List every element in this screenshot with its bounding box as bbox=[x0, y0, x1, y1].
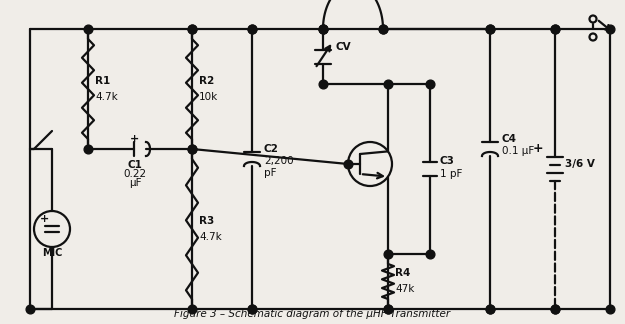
Text: R1: R1 bbox=[95, 76, 110, 86]
Text: R2: R2 bbox=[199, 76, 214, 86]
Text: 47k: 47k bbox=[395, 284, 414, 295]
Text: MIC: MIC bbox=[42, 248, 62, 258]
Text: R3: R3 bbox=[199, 216, 214, 226]
Text: C4: C4 bbox=[502, 134, 517, 144]
Text: R4: R4 bbox=[395, 269, 411, 279]
Text: +: + bbox=[130, 134, 139, 144]
Text: 0.22: 0.22 bbox=[124, 169, 146, 179]
Text: 3/6 V: 3/6 V bbox=[565, 159, 595, 169]
Text: +: + bbox=[533, 143, 544, 156]
Text: Figure 3 – Schematic diagram of the µHF Transmitter: Figure 3 – Schematic diagram of the µHF … bbox=[174, 309, 451, 319]
Text: +: + bbox=[40, 214, 49, 224]
Text: CV: CV bbox=[335, 41, 351, 52]
Text: C3: C3 bbox=[440, 156, 455, 166]
Text: pF: pF bbox=[264, 168, 276, 178]
Text: C1: C1 bbox=[127, 160, 142, 170]
Text: 10k: 10k bbox=[199, 92, 218, 102]
Text: 4.7k: 4.7k bbox=[95, 92, 118, 102]
Text: 2,200: 2,200 bbox=[264, 156, 294, 166]
Text: L1: L1 bbox=[358, 0, 372, 3]
Text: μF: μF bbox=[129, 178, 141, 188]
Text: 4.7k: 4.7k bbox=[199, 232, 222, 242]
Text: 0.1 μF: 0.1 μF bbox=[502, 146, 534, 156]
Text: 1 pF: 1 pF bbox=[440, 169, 462, 179]
Text: C2: C2 bbox=[264, 144, 279, 154]
